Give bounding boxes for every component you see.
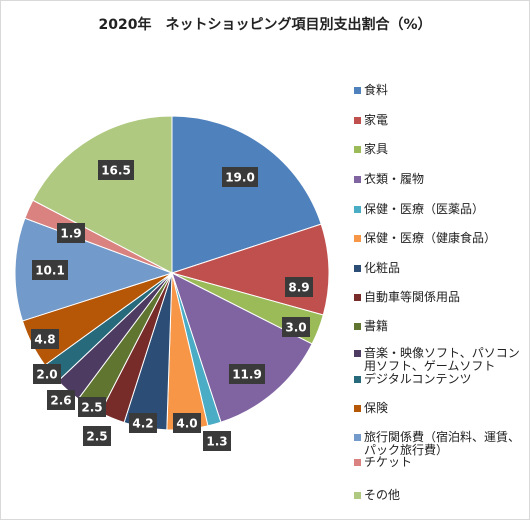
legend-swatch: [354, 350, 361, 357]
legend-label: 保健・医療（健康食品）: [364, 231, 497, 245]
data-label-box: [222, 167, 258, 187]
legend-label: チケット: [364, 455, 413, 469]
data-label-text: 2.5: [86, 430, 107, 444]
data-label-box: [285, 277, 313, 297]
legend-swatch: [354, 434, 361, 441]
legend-swatch: [354, 492, 361, 499]
data-label: 2.6: [47, 390, 75, 410]
data-label: 4.2: [129, 413, 157, 433]
data-label: 3.0: [282, 317, 310, 337]
pie-slice: [14, 217, 174, 322]
data-label-box: [203, 431, 231, 451]
data-label-text: 10.1: [35, 264, 65, 278]
legend-swatch: [354, 294, 361, 301]
data-label-box: [282, 317, 310, 337]
data-label-box: [98, 160, 134, 180]
data-label-text: 16.5: [101, 164, 131, 178]
legend-label: デジタルコンテンツ: [364, 372, 472, 386]
legend-label: 保険: [364, 401, 389, 415]
data-label-box: [31, 329, 59, 349]
pie-slice: [32, 115, 173, 274]
legend-swatch: [354, 87, 361, 94]
data-label: 11.9: [229, 364, 265, 384]
data-label-box: [129, 413, 157, 433]
pie-slice: [171, 115, 322, 274]
legend-label: 自動車等関係用品: [364, 290, 461, 304]
legend-swatch: [354, 265, 361, 272]
data-label: 1.3: [203, 431, 231, 451]
legend-swatch: [354, 235, 361, 242]
data-label-text: 4.2: [132, 417, 153, 431]
data-label-text: 2.0: [36, 368, 57, 382]
data-label: 2.5: [78, 397, 106, 417]
legend-label: 衣類・履物: [364, 172, 425, 186]
data-label-box: [33, 364, 61, 384]
data-label: 2.5: [83, 426, 111, 446]
data-label-text: 19.0: [225, 171, 255, 185]
data-label-text: 1.9: [60, 227, 81, 241]
legend-swatch: [354, 405, 361, 412]
data-label: 1.9: [57, 223, 85, 243]
data-label-box: [57, 223, 85, 243]
data-label: 19.0: [222, 167, 258, 187]
data-label: 10.1: [32, 260, 68, 280]
data-label: 4.0: [173, 413, 201, 433]
legend-label: 音楽・映像ソフト、パソコン用ソフト、ゲームソフト: [364, 346, 520, 373]
data-label-box: [83, 426, 111, 446]
legend-label: その他: [364, 488, 401, 502]
legend-swatch: [354, 176, 361, 183]
legend-swatch: [354, 206, 361, 213]
legend-label: 保健・医療（医薬品）: [364, 202, 485, 216]
legend-label: 化粧品: [364, 261, 401, 275]
legend-label: 食料: [364, 83, 389, 97]
legend-label: 家電: [364, 113, 389, 127]
data-label-box: [78, 397, 106, 417]
legend-swatch: [354, 323, 361, 330]
legend-swatch: [354, 146, 361, 153]
data-label: 4.8: [31, 329, 59, 349]
pie-slice: [171, 272, 313, 423]
data-label: 16.5: [98, 160, 134, 180]
chart-title: 2020年 ネットショッピング項目別支出割合（%）: [98, 17, 432, 33]
data-label-text: 11.9: [232, 368, 262, 382]
legend-label: 旅行関係費（宿泊料、運賃、パック旅行費）: [364, 430, 521, 457]
data-label-text: 2.5: [81, 401, 102, 415]
data-label: 8.9: [285, 277, 313, 297]
legend-label: 家具: [364, 142, 389, 156]
data-label-box: [229, 364, 265, 384]
legend-label: 書籍: [364, 319, 389, 333]
data-label-box: [47, 390, 75, 410]
data-label-box: [32, 260, 68, 280]
data-label-text: 1.3: [206, 435, 227, 449]
legend-swatch: [354, 117, 361, 124]
legend-swatch: [354, 459, 361, 466]
data-label-text: 3.0: [285, 321, 306, 335]
data-label-text: 4.0: [176, 417, 197, 431]
data-label-text: 4.8: [34, 333, 55, 347]
data-label: 2.0: [33, 364, 61, 384]
data-label-text: 8.9: [288, 281, 309, 295]
data-label-box: [173, 413, 201, 433]
data-label-text: 2.6: [50, 394, 71, 408]
legend-swatch: [354, 376, 361, 383]
